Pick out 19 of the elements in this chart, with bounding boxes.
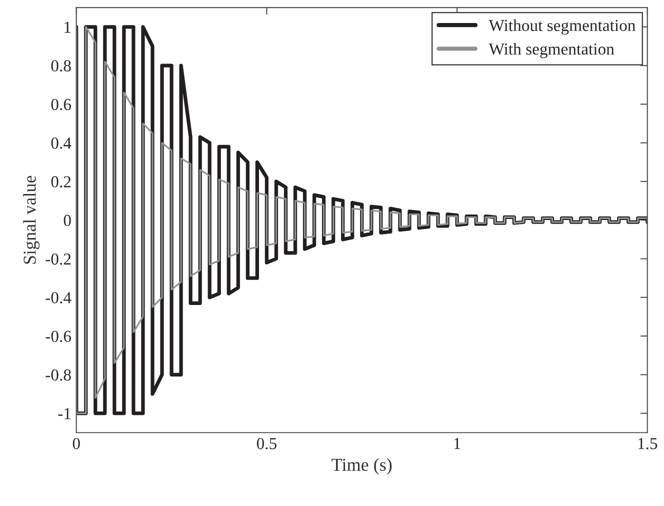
- y-tick-label: 0.8: [51, 60, 71, 72]
- y-tick-label: -1: [58, 408, 70, 420]
- legend-label: Without segmentation: [488, 19, 636, 35]
- x-tick-label: 1: [454, 438, 460, 450]
- y-tick-label: 1: [64, 22, 70, 33]
- y-tick-label: 0.2: [51, 176, 71, 188]
- x-tick-label: 0.5: [256, 438, 276, 450]
- legend-label: With segmentation: [488, 42, 614, 58]
- y-tick-label: 0: [64, 214, 71, 226]
- x-tick-label: 0: [72, 438, 80, 450]
- y-tick-label: -0.8: [46, 369, 71, 381]
- y-tick-label: -0.6: [46, 330, 71, 342]
- y-tick-label: 0.4: [51, 138, 72, 149]
- y-tick-label: -0.4: [46, 292, 72, 304]
- x-axis-title: Time (s): [332, 458, 392, 475]
- y-tick-label: -0.2: [46, 253, 71, 265]
- y-tick-label: 0.6: [51, 98, 71, 110]
- y-axis-title: Signal value: [23, 176, 40, 264]
- x-tick-label: 1.5: [638, 438, 658, 450]
